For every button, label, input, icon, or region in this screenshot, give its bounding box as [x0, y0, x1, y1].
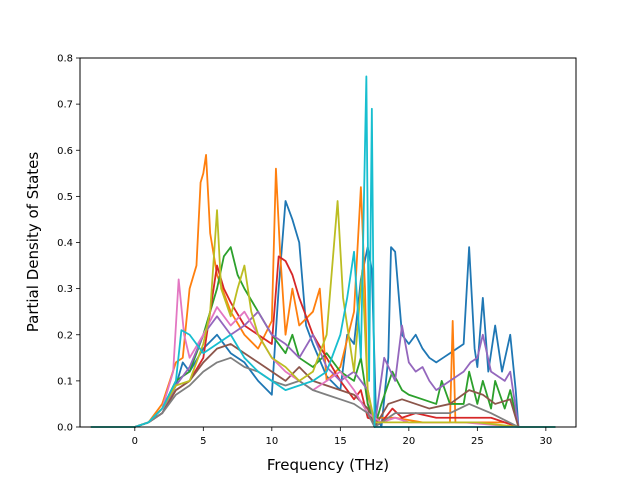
x-tick-label: 5 — [200, 436, 206, 447]
series-line-2 — [90, 153, 556, 428]
y-tick-label: 0.3 — [57, 284, 73, 295]
y-tick-label: 0.8 — [57, 54, 73, 65]
series-line-7 — [90, 278, 556, 428]
y-tick-label: 0.7 — [57, 100, 73, 111]
y-tick-label: 0.4 — [57, 238, 73, 249]
y-tick-label: 0.6 — [57, 146, 73, 157]
series-line-4 — [90, 255, 556, 428]
x-tick-label: 15 — [334, 436, 347, 447]
series-line-10 — [90, 75, 556, 428]
y-tick-label: 0.5 — [57, 192, 73, 203]
x-tick-label: 25 — [471, 436, 484, 447]
x-tick-label: 20 — [402, 436, 415, 447]
tick-layer: 0 5 10 15 20 25 30 0.0 0.1 0.2 0.3 0.4 0.5 0.6 0.7 0.8 — [57, 54, 552, 448]
x-tick-label: 0 — [132, 436, 138, 447]
x-tick-label: 30 — [539, 436, 552, 447]
x-axis-label: Frequency (THz) — [267, 456, 389, 474]
y-tick-label: 0.1 — [57, 376, 73, 387]
y-tick-label: 0.2 — [57, 330, 73, 341]
x-tick-label: 10 — [265, 436, 278, 447]
y-tick-label: 0.0 — [57, 423, 73, 434]
y-axis-label: Partial Density of States — [24, 152, 42, 333]
